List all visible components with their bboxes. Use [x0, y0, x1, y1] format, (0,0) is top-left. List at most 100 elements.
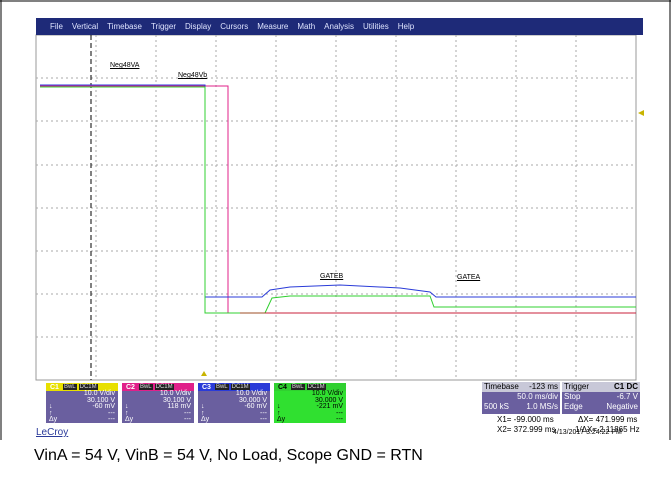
- value: -6.7 V: [616, 392, 638, 401]
- channel-symbol: ↑: [201, 409, 205, 417]
- channel-value: ---: [336, 409, 343, 417]
- menu-item[interactable]: Cursors: [220, 22, 249, 31]
- menu-item[interactable]: Analysis: [324, 22, 354, 31]
- channel-tag: BwL: [214, 384, 229, 390]
- channel-value: 118 mV: [167, 403, 191, 410]
- trace-label: Neg48VA: [110, 62, 140, 69]
- channel-tag: BwL: [62, 384, 77, 390]
- channel-row: ↓ -221 mV: [274, 403, 346, 411]
- value: Edge: [564, 402, 583, 411]
- channel-value: 10.0 V/div: [159, 390, 191, 397]
- trigger-marker: [638, 110, 644, 116]
- channel-row: ↑ ---: [198, 409, 270, 418]
- channel-tag: DC1M: [78, 384, 98, 390]
- channel-row: 30.100 V: [122, 396, 194, 405]
- menu-bar: File Vertical Timebase Trigger Display Cursor…: [36, 18, 643, 35]
- cursor-text: X1= -99.000 ms: [497, 415, 554, 424]
- menu-item[interactable]: File: [50, 22, 63, 31]
- channel-value: ---: [260, 416, 267, 423]
- channel-box[interactable]: C2 BwL DC1M 10.0 V/div 30.100 V ↓ 118 mV ↑ --- Δy…: [122, 383, 194, 423]
- channel-symbol: ↓: [125, 403, 129, 410]
- channel-name: C2: [126, 383, 135, 391]
- value: DC: [626, 382, 638, 391]
- channel-symbol: Δy: [277, 416, 286, 423]
- channel-row: Δy ---: [122, 416, 194, 424]
- value: 50.0 ms/div: [517, 392, 558, 401]
- channel-symbol: ↓: [201, 403, 205, 410]
- channel-value: 10.0 V/div: [235, 390, 267, 397]
- channel-box[interactable]: C1 BwL DC1M 10.0 V/div 30.100 V ↓ -60 mV ↑ --- Δy…: [46, 383, 118, 423]
- channel-header: C1 BwL DC1M: [46, 383, 118, 391]
- channel-value: ---: [108, 416, 115, 423]
- channel-value: -221 mV: [316, 403, 343, 410]
- trigger-panel[interactable]: Trigger C1 DC Stop -6.7 V Edge Negative: [562, 382, 640, 414]
- value: 1.0 MS/s: [526, 402, 558, 411]
- channel-symbol: Δy: [201, 416, 210, 423]
- channel-symbol: ↑: [49, 409, 53, 417]
- menu-item[interactable]: Timebase: [107, 22, 142, 31]
- label: Trigger: [564, 382, 590, 391]
- channel-symbol: Δy: [49, 416, 58, 423]
- menu-item[interactable]: Display: [185, 22, 212, 31]
- channel-tag: DC1M: [306, 384, 326, 390]
- menu-item[interactable]: Measure: [257, 22, 289, 31]
- channel-box[interactable]: C4 BwL DC1M 10.0 V/div 30.000 V ↓ -221 mV ↑ --- Δ…: [274, 383, 346, 423]
- timebase-panel[interactable]: Timebase -123 ms 50.0 ms/div 500 kS 1.0 MS…: [482, 382, 560, 414]
- channel-symbol: ↑: [277, 409, 281, 417]
- channel-value: 30.100 V: [162, 396, 191, 404]
- cursor-text: X2= 372.999 ms: [497, 425, 556, 434]
- channel-value: ---: [184, 416, 191, 423]
- channel-value: ---: [260, 409, 267, 417]
- brand: LeCroy: [36, 427, 69, 438]
- channel-value: 10.0 V/div: [83, 390, 115, 397]
- channel-name: C1: [50, 383, 59, 391]
- channel-value: 30.000 V: [238, 396, 267, 404]
- channel-row: ↑ ---: [274, 409, 346, 418]
- channel-tag: BwL: [138, 384, 153, 390]
- channel-row: Δy ---: [274, 416, 346, 424]
- trace-label: Neg48Vb: [178, 72, 208, 79]
- channel-row: 10.0 V/div: [198, 390, 270, 398]
- channel-row: Δy ---: [46, 416, 118, 424]
- channel-row: 30.000 V: [274, 397, 346, 405]
- menu-item[interactable]: Math: [297, 22, 316, 31]
- channel-symbol: ↓: [277, 403, 281, 410]
- trace-label: GATEB: [320, 273, 344, 280]
- channel-row: 10.0 V/div: [274, 390, 346, 398]
- channel-tag: BwL: [290, 384, 305, 390]
- channel-value: -60 mV: [244, 403, 267, 410]
- channel-row: ↓ -60 mV: [46, 403, 118, 411]
- channel-row: ↓ 118 mV: [122, 403, 194, 411]
- menu-item[interactable]: Vertical: [71, 22, 99, 31]
- channel-symbol: ↓: [49, 403, 53, 410]
- channel-header: C3 BwL DC1M: [198, 383, 270, 391]
- channel-row: 30.000 V: [198, 396, 270, 405]
- channel-value: 30.100 V: [86, 396, 115, 404]
- channel-tag: DC1M: [154, 384, 174, 390]
- channel-header: C2 BwL DC1M: [122, 383, 194, 391]
- channel-row: Δy ---: [198, 416, 270, 424]
- channel-name: C3: [202, 383, 211, 391]
- cursor-text: ΔX= 471.999 ms: [578, 415, 638, 424]
- channel-header: C4 BwL DC1M: [274, 383, 346, 391]
- channel-symbol: ↑: [125, 409, 129, 417]
- channel-row: ↓ -60 mV: [198, 403, 270, 411]
- trace-label: GATEA: [457, 274, 481, 281]
- channel-value: ---: [184, 409, 191, 417]
- value: Negative: [606, 402, 638, 411]
- channel-box[interactable]: C3 BwL DC1M 10.0 V/div 30.000 V ↓ -60 mV ↑ --- Δy…: [198, 383, 270, 423]
- channel-value: ---: [336, 416, 343, 423]
- channel-tag: DC1M: [230, 384, 250, 390]
- channel-value: -60 mV: [92, 403, 115, 410]
- caption: VinA = 54 V, VinB = 54 V, No Load, Scope…: [34, 447, 423, 464]
- menu-item[interactable]: Trigger: [150, 22, 176, 31]
- menu-item[interactable]: Help: [397, 22, 415, 31]
- channel-row: ↑ ---: [46, 409, 118, 418]
- menu-item[interactable]: Utilities: [362, 22, 389, 31]
- value: Stop: [564, 392, 581, 401]
- channel-row: ↑ ---: [122, 409, 194, 418]
- value: 500 kS: [484, 402, 509, 411]
- channel-symbol: Δy: [125, 416, 134, 423]
- value: -123 ms: [529, 382, 558, 391]
